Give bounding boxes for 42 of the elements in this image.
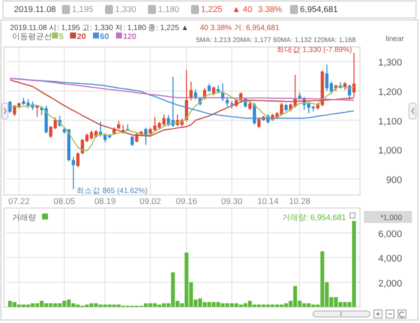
text: 1,195: [72, 4, 94, 14]
text: 2019.11.08: [14, 4, 56, 14]
text: 1,225: [201, 4, 223, 14]
y-tick-label: 1,100: [378, 116, 402, 128]
candlestick: [76, 152, 80, 168]
text: 1,330: [115, 4, 137, 14]
text: 3.38%: [258, 4, 283, 14]
y-tick-label: 900: [386, 174, 402, 186]
x-tick-label: 09.02: [140, 196, 162, 206]
candlestick: [162, 114, 166, 127]
candlestick: [130, 136, 134, 147]
text: ▲ 40: [232, 4, 252, 14]
line-series: [9, 79, 355, 137]
candlestick: [72, 156, 75, 190]
bar: [212, 302, 216, 307]
x-tick-label: 10.28: [289, 196, 311, 206]
bar: [320, 251, 324, 307]
legend-title: 이동평균선: [12, 32, 52, 41]
y-tick-label: 1,000: [378, 146, 402, 157]
bar: [216, 302, 220, 307]
y-tick-label: 1,300: [378, 58, 402, 69]
legend-label: 거래량: [12, 213, 36, 222]
legend-label: 120: [123, 32, 137, 41]
x-tick-label: 08.05: [54, 196, 76, 206]
candlestick: [226, 96, 229, 107]
annotation: 거래량: 6,954,681: [282, 213, 347, 222]
y-tick-label: 4,000: [378, 254, 402, 264]
text: 1,180: [158, 4, 180, 14]
line-series: [9, 84, 355, 152]
x-tick-label: 07.22: [8, 196, 30, 206]
y-tick-label: 6,000: [378, 228, 402, 240]
legend-label: 20: [77, 32, 86, 41]
candlestick: [144, 127, 148, 146]
x-tick-label: 08.19: [94, 196, 116, 206]
y-tick-label: 1,200: [378, 86, 402, 98]
x-tick-label: 09.30: [221, 196, 243, 206]
y-tick-label: 2,000: [378, 278, 402, 290]
x-tick-label: 09.16: [176, 196, 198, 206]
text: 6,954,681: [300, 4, 338, 14]
legend-label: 5: [59, 32, 64, 41]
x-tick-label: 10.14: [257, 196, 279, 206]
legend-label: 60: [100, 32, 110, 41]
